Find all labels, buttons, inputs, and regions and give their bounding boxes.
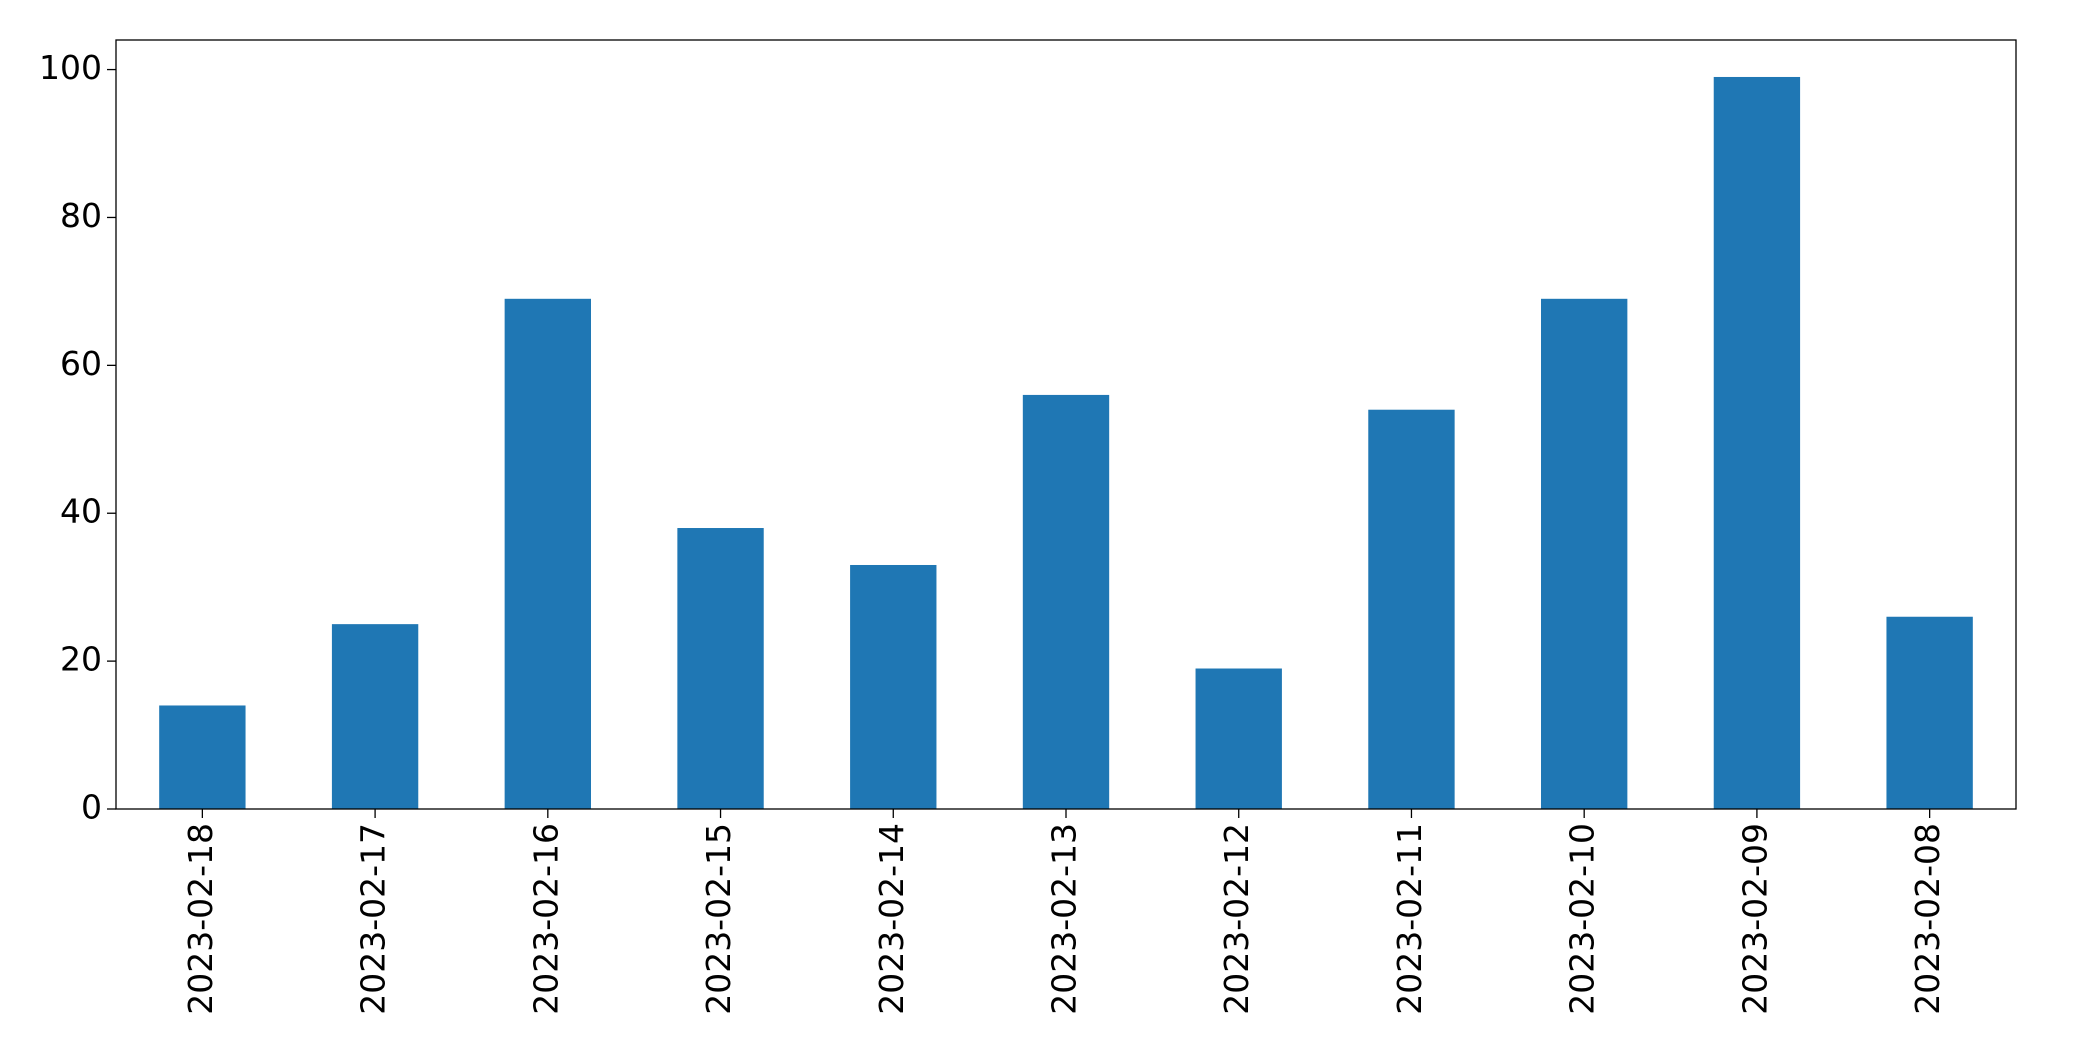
- bar: [1022, 394, 1110, 809]
- x-tick-label: 2023-02-14: [872, 823, 911, 1015]
- bar: [1195, 668, 1282, 809]
- bar: [677, 528, 764, 809]
- y-tick-label: 40: [60, 492, 102, 531]
- bar: [504, 298, 591, 809]
- bar: [159, 705, 246, 809]
- bar: [1713, 76, 1801, 810]
- x-tick-label: 2023-02-15: [699, 823, 738, 1015]
- x-tick-label: 2023-02-13: [1045, 823, 1084, 1015]
- x-tick-label: 2023-02-09: [1735, 823, 1774, 1015]
- bar: [1541, 298, 1628, 809]
- x-tick-label: 2023-02-16: [526, 823, 565, 1015]
- bar: [1886, 616, 1973, 809]
- bar: [1368, 409, 1455, 809]
- x-tick-label: 2023-02-12: [1217, 823, 1256, 1015]
- x-tick-label: 2023-02-17: [354, 823, 393, 1015]
- y-tick-label: 20: [60, 640, 102, 679]
- y-tick-label: 100: [39, 48, 102, 87]
- bar: [850, 564, 937, 809]
- x-tick-label: 2023-02-08: [1908, 823, 1947, 1015]
- y-tick-label: 0: [81, 788, 102, 827]
- x-tick-label: 2023-02-11: [1390, 823, 1429, 1015]
- y-tick-label: 60: [60, 344, 102, 383]
- y-tick-label: 80: [60, 196, 102, 235]
- x-tick-label: 2023-02-10: [1563, 823, 1602, 1015]
- plot-frame: [115, 39, 2017, 810]
- x-tick-label: 2023-02-18: [181, 823, 220, 1015]
- bar: [331, 624, 419, 809]
